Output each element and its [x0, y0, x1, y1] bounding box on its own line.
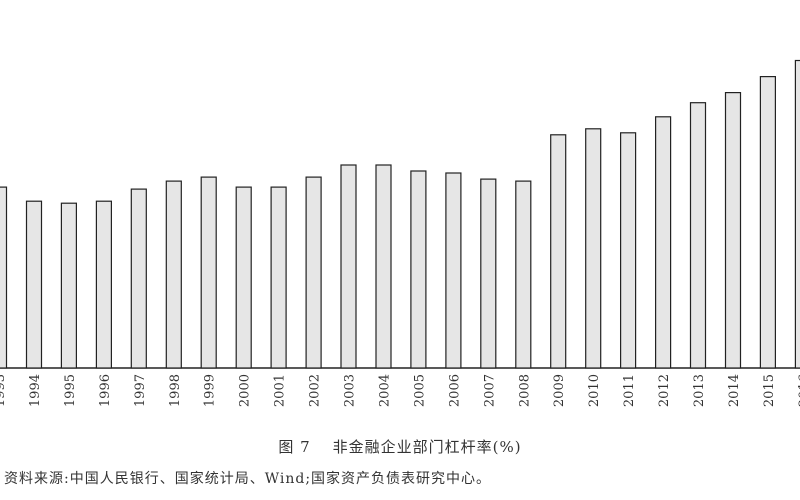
x-tick-label-2012: 2012 — [657, 374, 672, 407]
figure-title: 非金融企业部门杠杆率(%) — [332, 438, 522, 456]
x-tick-label-2006: 2006 — [447, 374, 462, 407]
bar-2006 — [445, 172, 462, 369]
bar-2007 — [480, 178, 497, 369]
x-tick-label-2005: 2005 — [412, 374, 427, 407]
figure-caption: 图 7 非金融企业部门杠杆率(%) — [0, 436, 800, 457]
bar-2000 — [235, 186, 252, 369]
x-tick-label-1998: 1998 — [168, 374, 183, 407]
x-tick-label-1999: 1999 — [203, 374, 218, 407]
bar-2011 — [619, 132, 637, 369]
bar-1995 — [60, 202, 78, 369]
x-tick-label-2003: 2003 — [343, 374, 358, 407]
bar-2012 — [654, 116, 672, 369]
x-tick-label-2004: 2004 — [378, 374, 393, 407]
bar-2008 — [515, 180, 532, 369]
x-tick-label-2014: 2014 — [727, 374, 742, 407]
x-tick-label-1997: 1997 — [133, 374, 148, 407]
x-tick-label-2011: 2011 — [622, 374, 637, 407]
bar-2001 — [270, 186, 287, 369]
x-tick-label-2013: 2013 — [692, 374, 707, 407]
bar-1998 — [165, 180, 182, 369]
x-tick-label-2008: 2008 — [517, 374, 532, 407]
source-note: 资料来源:中国人民银行、国家统计局、Wind;国家资产负债表研究中心。 — [4, 471, 492, 487]
x-tick-label-2001: 2001 — [273, 374, 288, 407]
bar-2016 — [794, 59, 800, 369]
x-tick-label-2000: 2000 — [238, 374, 253, 407]
x-tick-label-2010: 2010 — [587, 374, 602, 407]
bar-2010 — [585, 128, 602, 369]
bar-2015 — [759, 75, 777, 369]
x-tick-label-2015: 2015 — [762, 374, 777, 407]
bar-2002 — [305, 176, 322, 369]
figure-number: 图 7 — [278, 438, 311, 456]
x-tick-label-2016: 2016 — [797, 374, 800, 407]
x-tick-label-2009: 2009 — [552, 374, 567, 407]
bar-1993 — [0, 186, 8, 369]
bar-1994 — [25, 200, 43, 369]
bar-chart: 1993 1994 1995 1996 1997 1998 1999 2000 2001 2002… — [0, 59, 800, 407]
bar-1997 — [130, 188, 147, 369]
bar-2005 — [410, 170, 427, 369]
bar-2004 — [375, 164, 392, 369]
x-tick-label-1994: 1994 — [28, 374, 43, 407]
x-tick-label-2002: 2002 — [308, 374, 323, 407]
x-tick-label-1995: 1995 — [63, 374, 78, 407]
bar-2003 — [340, 164, 357, 369]
bar-2013 — [689, 102, 707, 369]
bar-1999 — [200, 176, 217, 369]
bar-2014 — [724, 91, 742, 369]
x-tick-label-2007: 2007 — [482, 374, 497, 407]
bar-1996 — [95, 200, 113, 369]
bar-2009 — [550, 134, 567, 369]
x-tick-label-1993: 1993 — [0, 374, 8, 407]
x-tick-label-1996: 1996 — [98, 374, 113, 407]
